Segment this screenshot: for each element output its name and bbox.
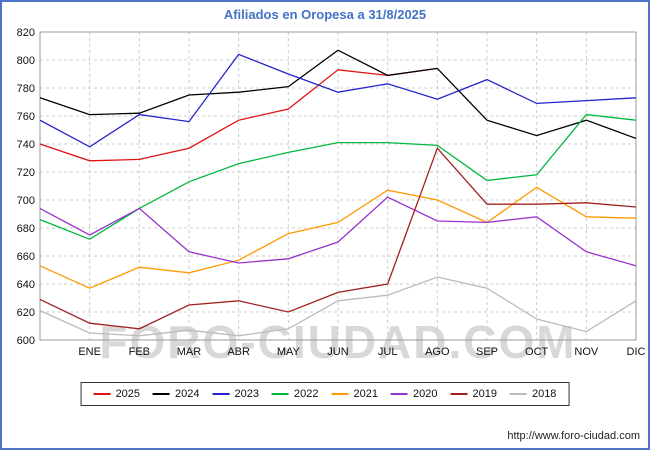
legend-item-2019: 2019: [450, 388, 497, 400]
legend-label: 2018: [531, 388, 557, 400]
legend-item-2022: 2022: [272, 388, 319, 400]
x-tick-label: SEP: [476, 346, 498, 358]
legend-item-2023: 2023: [212, 388, 260, 400]
series-line-2023: [39, 53, 637, 148]
legend-item-2020: 2020: [390, 388, 438, 400]
y-tick-label: 640: [17, 279, 35, 291]
y-tick-label: 780: [17, 83, 35, 95]
series-line-2021: [39, 186, 637, 289]
line-chart: 600 620 640 660 680 700 720 740 760 780 800 820 FORO…: [17, 27, 646, 368]
series-line-2024: [39, 49, 637, 140]
watermark: FORO-CIUDAD.COM: [99, 316, 576, 368]
x-tick-label: NOV: [574, 346, 599, 358]
y-tick-label: 820: [17, 27, 35, 39]
y-tick-label: 680: [17, 223, 35, 235]
legend-marker-2020: [390, 393, 408, 395]
x-tick-label: FEB: [129, 346, 150, 358]
legend-marker-2019: [450, 393, 468, 395]
series-line-2025: [39, 67, 438, 162]
y-tick-label: 700: [17, 195, 35, 207]
chart-title: Afiliados en Oropesa a 31/8/2025: [223, 7, 427, 22]
x-tick-label: ABR: [227, 346, 250, 358]
y-tick-label: 660: [17, 251, 35, 263]
x-tick-label: ENE: [78, 346, 101, 358]
legend-label: 2025: [115, 388, 141, 400]
legend-item-2025: 2025: [93, 388, 141, 400]
legend-marker-2022: [272, 393, 290, 395]
y-tick-label: 720: [17, 167, 35, 179]
legend-label: 2019: [472, 388, 497, 400]
x-tick-label: DIC: [627, 346, 646, 358]
y-tick-label: 740: [17, 139, 35, 151]
chart-legend: 2025 2024 2023 2022 2021 2020 2019 2018: [80, 382, 570, 406]
legend-marker-2024: [153, 393, 171, 395]
y-tick-label: 600: [17, 335, 35, 347]
legend-label: 2024: [175, 388, 200, 400]
legend-label: 2022: [294, 388, 319, 400]
series-line-2018: [39, 276, 637, 337]
x-tick-label: OCT: [525, 346, 549, 358]
y-tick-label: 760: [17, 111, 35, 123]
x-tick-label: JUL: [378, 346, 398, 358]
legend-label: 2021: [353, 388, 378, 400]
y-tick-label: 800: [17, 55, 35, 67]
x-tick-label: MAR: [177, 346, 202, 358]
legend-item-2021: 2021: [331, 388, 378, 400]
series-line-2019: [39, 146, 637, 330]
x-tick-label: AGO: [425, 346, 450, 358]
x-tick-label: MAY: [277, 346, 301, 358]
legend-marker-2021: [331, 393, 349, 395]
x-tick-label: JUN: [327, 346, 348, 358]
y-tick-label: 620: [17, 307, 35, 319]
legend-label: 2020: [412, 388, 438, 400]
legend-item-2024: 2024: [153, 388, 200, 400]
footer-link[interactable]: http://www.foro-ciudad.com: [507, 430, 640, 442]
legend-marker-2023: [212, 393, 230, 395]
legend-item-2018: 2018: [509, 388, 557, 400]
legend-marker-2025: [93, 393, 111, 395]
legend-marker-2018: [509, 393, 527, 395]
legend-label: 2023: [234, 388, 260, 400]
series-line-2020: [39, 196, 637, 267]
